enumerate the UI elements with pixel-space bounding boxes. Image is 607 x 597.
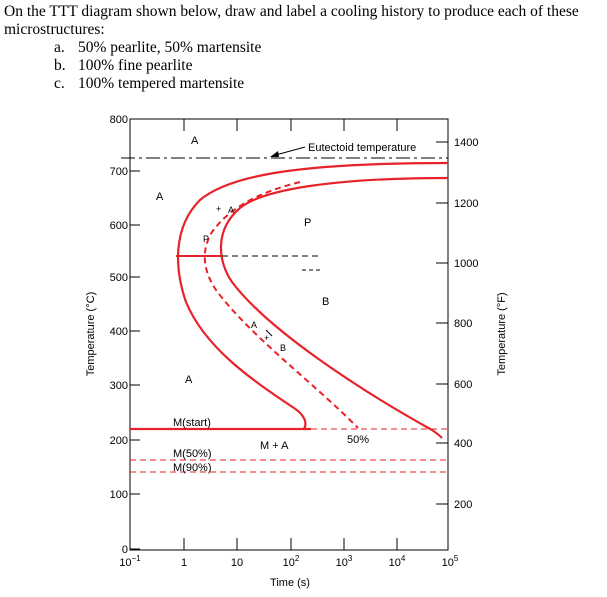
right-tick-label: 1000 (454, 258, 478, 270)
plot-frame (129, 118, 449, 551)
label-50-percent: 50% (347, 434, 369, 446)
item-b-label: b. (54, 57, 66, 74)
label-m-90: M(90%) (173, 462, 212, 474)
label-m-plus-a: M + A (260, 440, 289, 452)
label-m-start: M(start) (173, 417, 211, 429)
right-tick-label: 1200 (454, 198, 478, 210)
left-tick-label: 600 (110, 220, 128, 232)
left-tick-label: 0 (122, 544, 128, 556)
question-item-list: a. 50% pearlite, 50% martensite b. 100% fi… (4, 39, 604, 93)
right-tick-label: 600 (454, 379, 472, 391)
x-axis: 10−1 1 10 102 103 104 105 (119, 119, 459, 569)
x-tick-label: 10 (231, 557, 243, 569)
eutectoid-label: Eutectoid temperature (308, 142, 416, 154)
question-text: On the TTT diagram shown below, draw and… (4, 3, 604, 93)
label-m-50: M(50%) (173, 448, 212, 460)
question-item-c: c. 100% tempered martensite (4, 75, 604, 93)
item-a-text: 50% pearlite, 50% martensite (78, 39, 262, 56)
eutectoid-arrow-head (270, 151, 279, 157)
label-A-dashed-top: A (228, 205, 234, 215)
left-tick-label: 200 (110, 435, 128, 447)
plus-mark: + (216, 204, 221, 214)
x-axis-title: Time (s) (270, 577, 310, 589)
question-item-b: b. 100% fine pearlite (4, 57, 604, 75)
left-axis-title: Temperature (°C) (85, 292, 97, 376)
label-A-left: A (156, 191, 164, 203)
x-tick-label: 10−1 (119, 554, 141, 569)
left-tick-label: 700 (110, 166, 128, 178)
right-axis: 200 400 600 800 1000 1200 1400 (436, 137, 478, 511)
label-P-dashed: P (203, 234, 209, 244)
label-A-top: A (191, 135, 199, 147)
left-tick-label: 300 (110, 380, 128, 392)
x-tick-label: 105 (442, 554, 459, 569)
label-P-region: P (304, 217, 311, 229)
left-tick-label: 400 (110, 326, 128, 338)
tick-mark (265, 329, 273, 337)
x-tick-label: 104 (389, 554, 406, 569)
left-tick-label: 500 (110, 272, 128, 284)
x-tick-label: 102 (283, 554, 300, 569)
x-tick-label: 103 (336, 554, 353, 569)
fifty-percent-curve (203, 181, 359, 429)
left-tick-label: 800 (110, 114, 128, 126)
item-b-text: 100% fine pearlite (78, 57, 193, 74)
label-B-region: B (322, 296, 329, 308)
right-tick-label: 1400 (454, 137, 478, 149)
question-item-a: a. 50% pearlite, 50% martensite (4, 39, 604, 57)
question-line-1: On the TTT diagram shown below, draw and… (4, 3, 579, 20)
right-axis-title: Temperature (°F) (496, 292, 508, 375)
right-tick-label: 800 (454, 318, 472, 330)
right-tick-label: 200 (454, 499, 472, 511)
x-tick-label: 1 (181, 557, 187, 569)
plus-mark: + (264, 333, 269, 343)
label-A-mid: A (185, 374, 193, 386)
finish-curve (219, 176, 449, 439)
left-axis: 0 100 200 300 400 500 600 700 800 (110, 114, 140, 556)
left-tick-label: 100 (110, 489, 128, 501)
right-tick-label: 400 (454, 438, 472, 450)
item-c-label: c. (54, 75, 65, 92)
start-curve (177, 161, 449, 430)
label-B-dashed: B (280, 343, 286, 353)
question-line-2: microstructures: (4, 21, 105, 38)
item-c-text: 100% tempered martensite (78, 75, 245, 92)
label-A-dashed-mid: A (251, 320, 257, 330)
item-a-label: a. (54, 39, 65, 56)
